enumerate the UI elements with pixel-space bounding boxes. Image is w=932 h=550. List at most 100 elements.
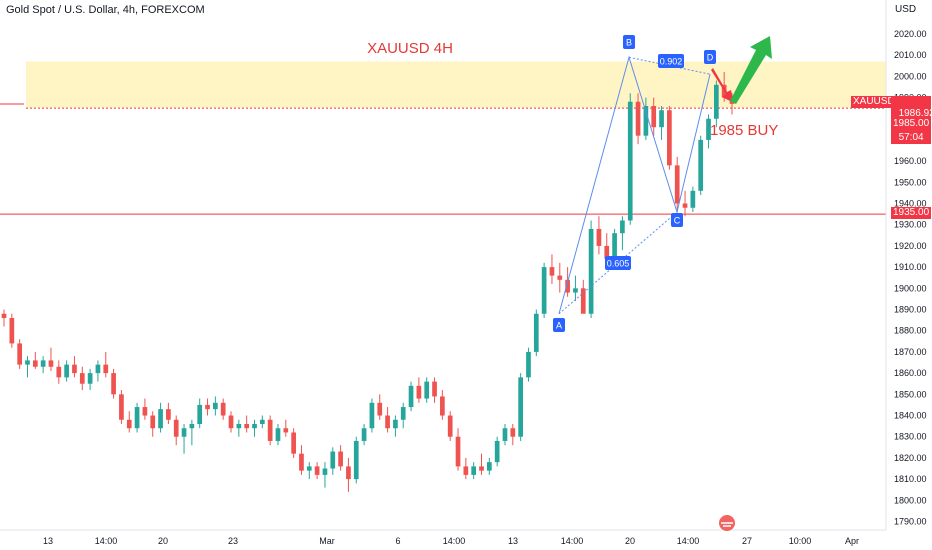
- candle-body: [573, 288, 578, 293]
- candle-body: [111, 373, 116, 395]
- candle-body: [463, 466, 469, 475]
- candle-body: [667, 110, 672, 166]
- point-c-label-box: [671, 213, 683, 227]
- candle-body: [565, 279, 570, 293]
- candle-body: [635, 101, 641, 136]
- candle-body: [150, 415, 156, 429]
- candle-body: [103, 364, 109, 374]
- price-tick-label: 1960.00: [894, 156, 927, 166]
- candle-body: [588, 228, 594, 314]
- candle-body: [494, 440, 500, 463]
- point-d-label: D: [704, 50, 716, 64]
- symbol-legend[interactable]: Gold Spot / U.S. Dollar, 4h, FOREXCOM: [6, 4, 205, 16]
- price-tick-label: 2000.00: [894, 71, 927, 81]
- candle-body: [580, 288, 586, 314]
- candle-body: [64, 364, 69, 378]
- candle-body: [330, 451, 336, 469]
- level-1935-tag: 1935.00: [891, 207, 932, 219]
- candle-body: [596, 228, 602, 246]
- candle-body: [369, 402, 375, 429]
- level-1985-tag: 1985.00: [891, 118, 932, 130]
- candle-body: [416, 385, 422, 399]
- price-tick-label: 1920.00: [894, 241, 927, 251]
- point-d-label-box: [704, 50, 716, 64]
- candle-body: [142, 407, 148, 416]
- candle-body: [119, 394, 124, 420]
- candle-body: [510, 428, 516, 437]
- candle-body: [275, 428, 281, 441]
- time-tick-label: 14:00: [443, 536, 466, 546]
- price-tick-label: 1840.00: [894, 411, 927, 421]
- time-tick-label: 6: [395, 536, 400, 546]
- bar-countdown: 57:04: [898, 132, 924, 143]
- point-d-label-text: D: [707, 53, 714, 63]
- candle-body: [706, 118, 711, 140]
- point-b-label-box: [623, 35, 635, 49]
- time-tick-label: 14:00: [677, 536, 700, 546]
- ratio-ac-label-box: [605, 256, 631, 270]
- candle-body: [385, 415, 390, 429]
- candle-body: [526, 351, 531, 378]
- candles-layer: [1, 72, 735, 492]
- candle-body: [541, 267, 547, 314]
- time-tick-label: Apr: [845, 536, 859, 546]
- candle-body: [557, 275, 563, 280]
- price-tick-label: 2010.00: [894, 50, 927, 60]
- candle-body: [126, 419, 132, 429]
- candle-body: [267, 419, 273, 441]
- candle-body: [213, 402, 218, 410]
- price-tick-label: 1820.00: [894, 453, 927, 463]
- candle-body: [181, 428, 187, 437]
- candle-body: [424, 381, 430, 399]
- horizontal-levels-layer: [0, 103, 886, 215]
- candle-body: [604, 245, 610, 259]
- candle-body: [95, 364, 101, 374]
- currency-label: USD: [895, 4, 917, 15]
- candle-body: [314, 466, 320, 475]
- time-tick-label: 13: [508, 536, 518, 546]
- candle-body: [377, 402, 383, 416]
- candle-body: [299, 453, 304, 471]
- candle-body: [612, 233, 617, 259]
- candle-body: [447, 415, 453, 437]
- red-down-arrow: [711, 68, 734, 103]
- candle-body: [338, 451, 343, 467]
- ratio-bd-label-text: 0.902: [660, 57, 683, 67]
- candle-body: [244, 424, 250, 429]
- time-tick-label: 20: [625, 536, 635, 546]
- candle-body: [346, 466, 351, 480]
- candle-body: [306, 466, 312, 471]
- point-c-label-text: C: [674, 216, 681, 226]
- candle-body: [197, 404, 203, 424]
- candle-body: [259, 419, 265, 424]
- candle-body: [353, 440, 359, 480]
- candle-body: [502, 428, 508, 441]
- candle-body: [471, 466, 477, 475]
- green-up-arrow: [730, 36, 772, 104]
- candle-body: [17, 343, 23, 365]
- price-tick-label: 1860.00: [894, 368, 927, 378]
- candle-body: [189, 424, 195, 429]
- candle-body: [87, 373, 93, 384]
- time-tick-label: Mar: [319, 536, 335, 546]
- current-price: 1986.92: [898, 108, 932, 119]
- price-tick-label: 1830.00: [894, 432, 927, 442]
- candle-body: [252, 424, 257, 429]
- candle-body: [393, 419, 398, 429]
- candle-body: [322, 468, 328, 475]
- candle-body: [698, 139, 704, 191]
- candle-body: [56, 366, 62, 378]
- candle-body: [533, 313, 539, 352]
- price-tick-label: 1870.00: [894, 347, 927, 357]
- price-tick-label: 1940.00: [894, 199, 927, 209]
- ratio-ac-label: 0.605: [605, 256, 631, 270]
- candle-body: [25, 360, 30, 365]
- candle-body: [440, 396, 445, 416]
- candle-body: [220, 402, 226, 416]
- price-tick-label: 1900.00: [894, 283, 927, 293]
- ratio-bd-label-box: [658, 54, 684, 68]
- time-tick-label: 20: [158, 536, 168, 546]
- time-tick-label: 10:00: [789, 536, 812, 546]
- price-tick-label: 2020.00: [894, 29, 927, 39]
